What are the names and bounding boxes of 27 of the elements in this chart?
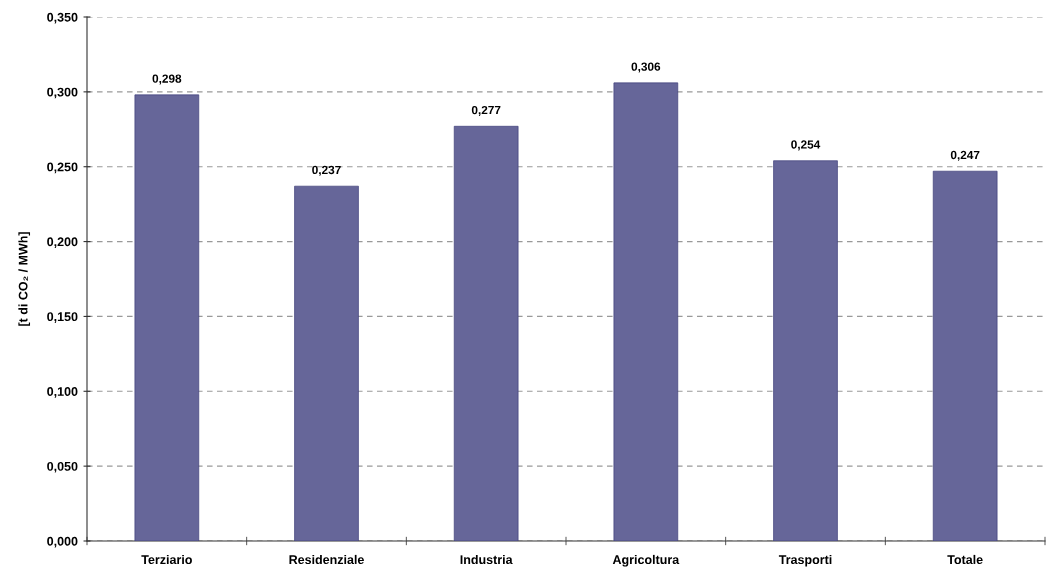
bar <box>294 185 359 541</box>
bar <box>773 160 838 541</box>
data-label: 0,254 <box>791 140 821 151</box>
data-label: 0,247 <box>950 150 980 161</box>
x-tick-label: Residenziale <box>289 554 364 565</box>
x-tick-label: Trasporti <box>778 554 832 567</box>
bar <box>453 125 519 541</box>
data-label: 0,298 <box>152 74 182 85</box>
data-label: 0,237 <box>312 165 341 176</box>
bar <box>932 170 998 541</box>
x-tick-label: Industria <box>460 554 513 565</box>
data-label: 0,277 <box>471 105 501 116</box>
y-tick-label: 0,100 <box>47 387 78 398</box>
y-tick-label: 0,150 <box>47 312 78 323</box>
y-axis-title: [t di CO₂ / MWh] <box>18 232 31 326</box>
y-tick-label: 0,350 <box>47 12 78 24</box>
y-tick-label: 0,300 <box>47 87 78 99</box>
y-tick-label: 0,000 <box>47 536 78 548</box>
x-tick-label: Totale <box>947 554 983 565</box>
x-tick-label: Terziario <box>141 554 192 565</box>
x-tick-label: Agricoltura <box>612 554 680 567</box>
data-label: 0,306 <box>631 62 661 73</box>
bar <box>613 82 679 541</box>
y-tick-label: 0,250 <box>47 162 78 174</box>
y-tick-label: 0,050 <box>47 461 78 473</box>
y-tick-label: 0,200 <box>47 237 78 249</box>
bar <box>134 94 200 541</box>
